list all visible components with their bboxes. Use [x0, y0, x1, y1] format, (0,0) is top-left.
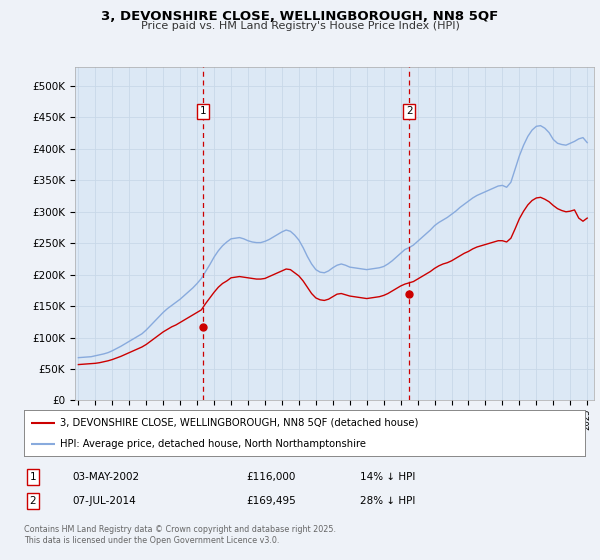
Text: HPI: Average price, detached house, North Northamptonshire: HPI: Average price, detached house, Nort…: [61, 439, 367, 449]
Text: 07-JUL-2014: 07-JUL-2014: [72, 496, 136, 506]
Text: 3, DEVONSHIRE CLOSE, WELLINGBOROUGH, NN8 5QF: 3, DEVONSHIRE CLOSE, WELLINGBOROUGH, NN8…: [101, 10, 499, 23]
Text: 03-MAY-2002: 03-MAY-2002: [72, 472, 139, 482]
Text: 14% ↓ HPI: 14% ↓ HPI: [360, 472, 415, 482]
Text: 1: 1: [29, 472, 37, 482]
Text: £116,000: £116,000: [246, 472, 295, 482]
Text: £169,495: £169,495: [246, 496, 296, 506]
Text: Price paid vs. HM Land Registry's House Price Index (HPI): Price paid vs. HM Land Registry's House …: [140, 21, 460, 31]
Text: 2: 2: [29, 496, 37, 506]
Text: 2: 2: [406, 106, 412, 116]
Text: 28% ↓ HPI: 28% ↓ HPI: [360, 496, 415, 506]
Text: Contains HM Land Registry data © Crown copyright and database right 2025.
This d: Contains HM Land Registry data © Crown c…: [24, 525, 336, 545]
Text: 3, DEVONSHIRE CLOSE, WELLINGBOROUGH, NN8 5QF (detached house): 3, DEVONSHIRE CLOSE, WELLINGBOROUGH, NN8…: [61, 418, 419, 428]
Text: 1: 1: [199, 106, 206, 116]
